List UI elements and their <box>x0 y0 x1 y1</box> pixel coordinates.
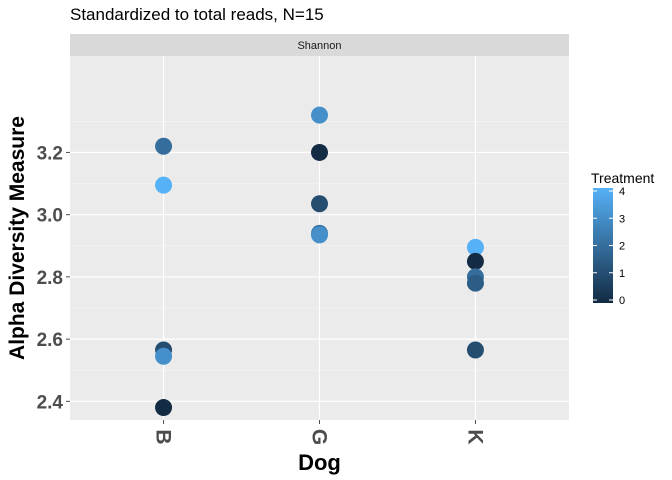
data-point <box>155 176 173 194</box>
facet-label: Shannon <box>297 40 341 52</box>
y-tick-label: 2.6 <box>37 330 63 351</box>
data-point <box>311 226 328 244</box>
legend-colorbar <box>593 188 613 303</box>
x-tick-label: K <box>463 429 486 444</box>
y-tick-label: 2.4 <box>37 392 64 413</box>
legend-tick-label: 3 <box>619 213 625 225</box>
data-point <box>311 106 328 124</box>
x-tick-label: B <box>152 429 175 444</box>
legend-tick-label: 2 <box>619 241 625 253</box>
y-axis: 2.4 2.6 2.8 3.0 3.2 <box>37 143 70 413</box>
legend: Treatment 0 1 2 3 4 <box>591 170 654 307</box>
legend-tick-label: 4 <box>619 186 625 198</box>
legend-title: Treatment <box>591 170 654 186</box>
data-point <box>155 347 173 365</box>
data-point <box>155 399 173 417</box>
y-tick-label: 2.8 <box>37 268 63 289</box>
data-point <box>466 238 484 256</box>
y-axis-title: Alpha Diversity Measure <box>6 116 29 360</box>
data-point <box>155 137 173 155</box>
data-point <box>466 341 484 359</box>
x-tick-label: G <box>308 429 331 445</box>
data-point <box>311 143 328 161</box>
data-point <box>466 274 484 292</box>
x-axis-title: Dog <box>298 450 341 475</box>
y-tick-label: 3.0 <box>37 206 63 227</box>
facet-strip <box>70 34 569 56</box>
grid-lines <box>70 56 569 420</box>
data-points <box>155 106 484 417</box>
legend-ticks: 0 1 2 3 4 <box>593 186 625 307</box>
chart-title: Standardized to total reads, N=15 <box>70 5 324 24</box>
data-point <box>311 195 328 213</box>
legend-tick-label: 0 <box>619 295 625 307</box>
legend-tick-label: 1 <box>619 268 625 280</box>
data-point <box>466 252 484 270</box>
y-tick-label: 3.2 <box>37 143 63 164</box>
